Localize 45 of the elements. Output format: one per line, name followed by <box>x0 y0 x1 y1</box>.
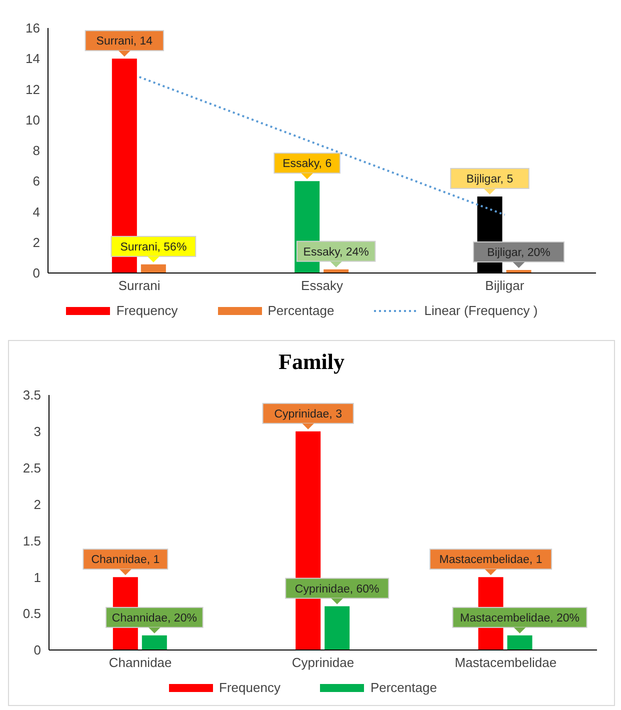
x-tick-label: Mastacembelidae <box>454 655 557 670</box>
x-tick-label: Channidae <box>108 655 172 670</box>
data-label: Bijligar, 5 <box>466 173 514 186</box>
data-label: Cyprinidae, 3 <box>274 408 342 420</box>
legend-label: Frequency <box>115 303 178 318</box>
y-tick-label: 4 <box>32 204 40 220</box>
legend-label: Linear (Frequency ) <box>423 303 538 318</box>
y-tick-label: 3 <box>34 424 41 440</box>
legend-label: Frequency <box>218 680 280 695</box>
data-label: Surrani, 14 <box>96 36 154 48</box>
data-label: Mastacembelidae, 20% <box>460 612 580 624</box>
data-label: Bijligar, 20% <box>487 246 550 259</box>
y-tick-label: 16 <box>26 20 40 36</box>
y-tick-label: 3.5 <box>22 388 41 403</box>
data-label: Channidae, 20% <box>112 612 197 624</box>
y-tick-label: 12 <box>26 82 40 97</box>
y-tick-label: 2 <box>32 234 40 250</box>
bar <box>507 635 532 650</box>
data-label: Surrani, 56% <box>120 241 187 254</box>
legend-label: Percentage <box>266 303 334 318</box>
bar <box>140 264 166 273</box>
x-tick-label: Essaky <box>301 278 344 294</box>
y-tick-label: 1 <box>34 570 41 585</box>
y-tick-label: 8 <box>32 143 40 158</box>
y-tick-label: 6 <box>32 174 40 189</box>
y-tick-label: 0.5 <box>22 606 41 622</box>
bar <box>324 606 350 650</box>
bar <box>142 635 167 650</box>
legend-label: Percentage <box>369 680 437 695</box>
y-tick-label: 2 <box>34 496 41 512</box>
data-label: Cyprinidae, 60% <box>294 583 380 596</box>
y-tick-label: 2.5 <box>22 460 41 476</box>
y-tick-label: 1.5 <box>22 533 41 548</box>
data-label: Channidae, 1 <box>91 554 160 566</box>
chart-title: Family <box>278 348 346 375</box>
x-tick-label: Surrani <box>118 278 160 294</box>
y-tick-label: 14 <box>26 51 40 66</box>
y-tick-label: 0 <box>34 642 41 658</box>
data-label: Essaky, 24% <box>303 246 369 258</box>
x-tick-label: Bijligar <box>485 278 525 294</box>
y-tick-label: 0 <box>32 266 40 281</box>
data-label: Essaky, 6 <box>282 158 332 170</box>
y-tick-label: 10 <box>26 112 40 128</box>
x-tick-label: Cyprinidae <box>292 655 354 670</box>
data-label: Mastacembelidae, 1 <box>439 554 542 566</box>
